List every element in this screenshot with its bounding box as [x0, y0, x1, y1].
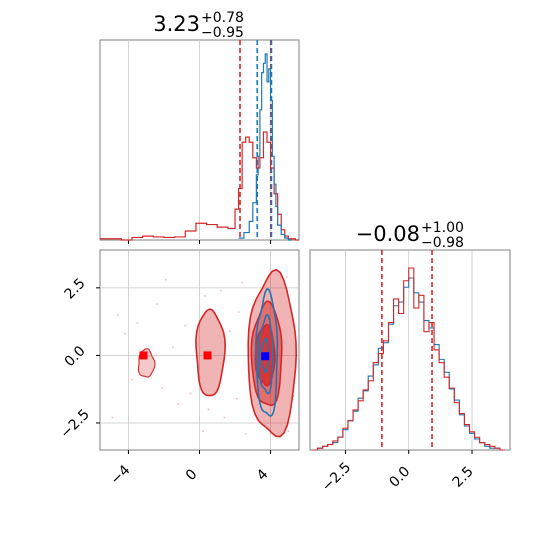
sample-point [202, 430, 204, 432]
contour-blue [258, 313, 275, 395]
sample-point [111, 416, 114, 419]
sample-point [235, 397, 238, 400]
histogram-red-series [312, 267, 505, 451]
y-tick-label: −2.5 [57, 406, 92, 441]
histogram-x-title-upper: +0.78 [201, 10, 244, 26]
histogram-blue-series [238, 53, 292, 241]
y-tick-label: 2.5 [62, 275, 89, 302]
histogram-y-title-lower: −0.98 [421, 235, 464, 251]
sample-point [241, 281, 244, 284]
x-tick-label: 0 [183, 466, 201, 484]
point-marker [203, 351, 212, 360]
contour-blue [254, 287, 279, 418]
sample-point [184, 324, 187, 327]
histogram-y-title: −0.08 [356, 222, 420, 246]
x-tick-label: −2.5 [319, 459, 354, 494]
sample-point [203, 295, 206, 297]
sample-point [171, 346, 174, 349]
sample-point [237, 311, 240, 314]
histogram-panel-y: −2.5 0.0 2.5 −0.08 +1.00 −0.98 [309, 220, 511, 495]
sample-point [164, 278, 167, 281]
sample-point [228, 330, 231, 332]
point-marker [139, 351, 148, 360]
sample-point [131, 378, 133, 381]
sample-point [207, 408, 210, 411]
y-tick-label: 0.0 [62, 343, 89, 370]
histogram-y-title-upper: +1.00 [421, 220, 464, 236]
histogram-red-series [100, 131, 299, 241]
sample-point [116, 313, 119, 316]
x-tick-label: −4 [108, 462, 134, 488]
sample-point [219, 289, 222, 292]
x-tick-label: 2.5 [450, 464, 477, 491]
sample-point [285, 276, 288, 278]
contour-panel: −4 0 4 2.5 0.0 −2.5 [57, 249, 300, 488]
sample-point [177, 403, 180, 405]
sample-point [136, 322, 139, 324]
histogram-panel-x: 3.23 +0.78 −0.95 [99, 10, 300, 244]
sample-point [244, 432, 247, 435]
sample-point [223, 416, 226, 419]
x-tick-label: 0.0 [386, 464, 413, 491]
sample-point [189, 392, 192, 395]
x-tick-label: 4 [254, 466, 272, 484]
histogram-x-title: 3.23 [153, 12, 200, 36]
sample-point [155, 303, 158, 305]
sample-point [123, 332, 126, 335]
sample-point [287, 430, 290, 432]
point-marker [261, 352, 270, 361]
histogram-x-title-lower: −0.95 [201, 25, 244, 41]
sample-point [161, 386, 164, 389]
